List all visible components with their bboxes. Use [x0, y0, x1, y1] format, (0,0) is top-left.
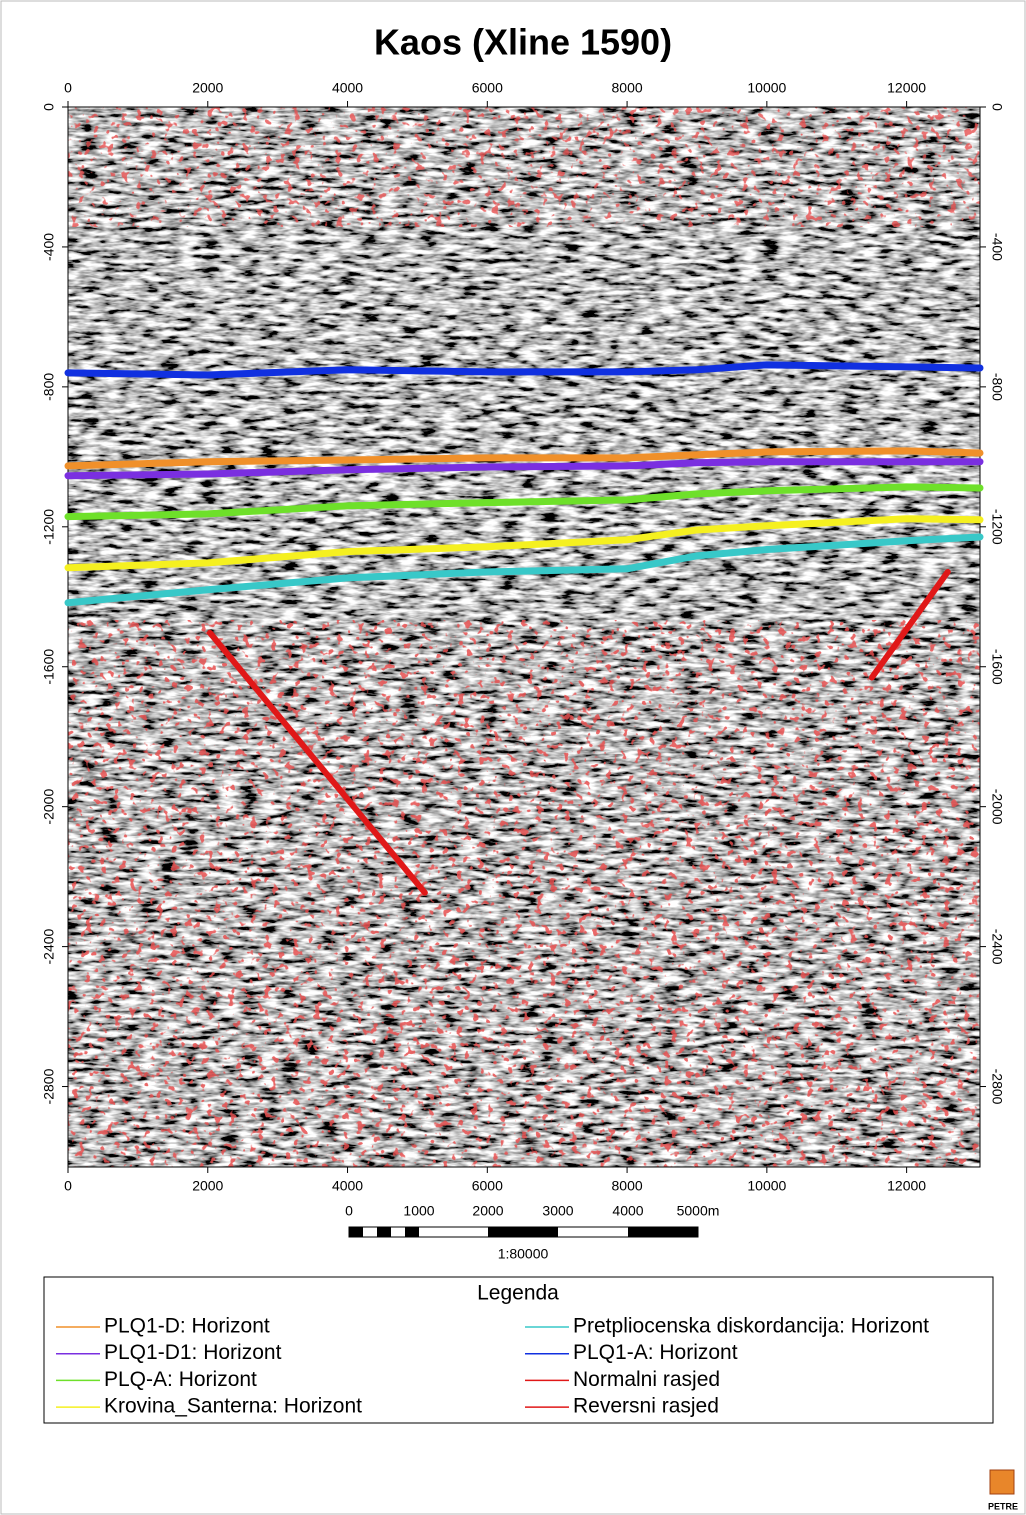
scale-bar-segment	[377, 1227, 391, 1237]
legend-label: PLQ-A: Horizont	[104, 1368, 257, 1391]
legend-label: Reversni rasjed	[573, 1395, 719, 1418]
chart-title: Kaos (Xline 1590)	[374, 22, 672, 63]
legend-box	[43, 1276, 994, 1424]
y-tick-label: -800	[41, 373, 57, 401]
y-tick-label: -2800	[41, 1068, 57, 1104]
legend-label: PLQ1-A: Horizont	[573, 1341, 738, 1364]
x-tick-label: 4000	[332, 80, 363, 96]
y-tick-label: -2400	[989, 929, 1005, 965]
y-tick-label: -800	[989, 373, 1005, 401]
scale-bar-segment	[405, 1227, 419, 1237]
legend-label: Krovina_Santerna: Horizont	[104, 1395, 362, 1418]
logo: PETRE	[988, 1469, 1018, 1511]
legend-label: PLQ1-D: Horizont	[104, 1315, 270, 1338]
x-tick-label: 12000	[887, 80, 926, 96]
y-tick-label: -1200	[989, 509, 1005, 545]
x-tick-label: 2000	[192, 80, 223, 96]
scale-bar-segment	[628, 1227, 698, 1237]
legend-label: Normalni rasjed	[573, 1368, 720, 1391]
plot-frame	[67, 106, 981, 1168]
scale-label: 3000	[542, 1203, 573, 1219]
marks	[64, 361, 984, 896]
x-tick-label: 2000	[192, 1178, 223, 1194]
scale-label: 5000m	[677, 1203, 720, 1219]
y-tick-label: 0	[41, 103, 57, 111]
x-tick-label: 8000	[612, 80, 643, 96]
horizon-line	[64, 447, 984, 470]
x-tick-label: 0	[64, 80, 72, 96]
seismic-anomalies	[68, 107, 980, 227]
seismic-anomalies	[68, 620, 980, 1167]
fault-line	[206, 629, 428, 896]
y-tick-label: 0	[989, 103, 1005, 111]
scale-label: 0	[345, 1203, 353, 1219]
x-tick-label: 10000	[747, 1178, 786, 1194]
x-tick-label: 4000	[332, 1178, 363, 1194]
y-tick-label: -400	[41, 233, 57, 261]
y-tick-label: -2000	[41, 789, 57, 825]
horizon-line	[64, 361, 984, 379]
horizon-line	[64, 458, 984, 480]
legend-label: PLQ1-D1: Horizont	[104, 1341, 282, 1364]
y-tick-label: -2800	[989, 1069, 1005, 1105]
scale-bar: 0 1000 2000 3000 4000 5000m 1:80000	[345, 1203, 719, 1262]
scale-label: 4000	[612, 1203, 643, 1219]
x-tick-label: 10000	[747, 80, 786, 96]
scale-bar-segment	[488, 1227, 558, 1237]
y-tick-label: -400	[989, 233, 1005, 261]
horizon-line	[64, 533, 984, 607]
y-tick-label: -1600	[989, 649, 1005, 685]
x-tick-label: 0	[64, 1178, 72, 1194]
x-tick-label: 12000	[887, 1178, 926, 1194]
horizon-line	[64, 483, 984, 521]
x-tick-label: 6000	[472, 80, 503, 96]
x-tick-label: 6000	[472, 1178, 503, 1194]
y-tick-label: -2000	[989, 789, 1005, 825]
y-tick-label: -1200	[41, 509, 57, 545]
logo-text: PETRE	[988, 1501, 1018, 1511]
y-tick-label: -1600	[41, 649, 57, 685]
y-tick-label: -2400	[41, 928, 57, 964]
scale-ratio: 1:80000	[498, 1246, 549, 1262]
legend-title: Legenda	[477, 1282, 559, 1305]
fault-line	[868, 568, 951, 681]
logo-icon	[989, 1469, 1015, 1495]
scale-label: 2000	[472, 1203, 503, 1219]
legend-label: Pretpliocenska diskordancija: Horizont	[573, 1315, 929, 1338]
scale-bar-segment	[349, 1227, 363, 1237]
scale-label: 1000	[403, 1203, 434, 1219]
x-tick-label: 8000	[612, 1178, 643, 1194]
horizon-line	[64, 515, 984, 572]
